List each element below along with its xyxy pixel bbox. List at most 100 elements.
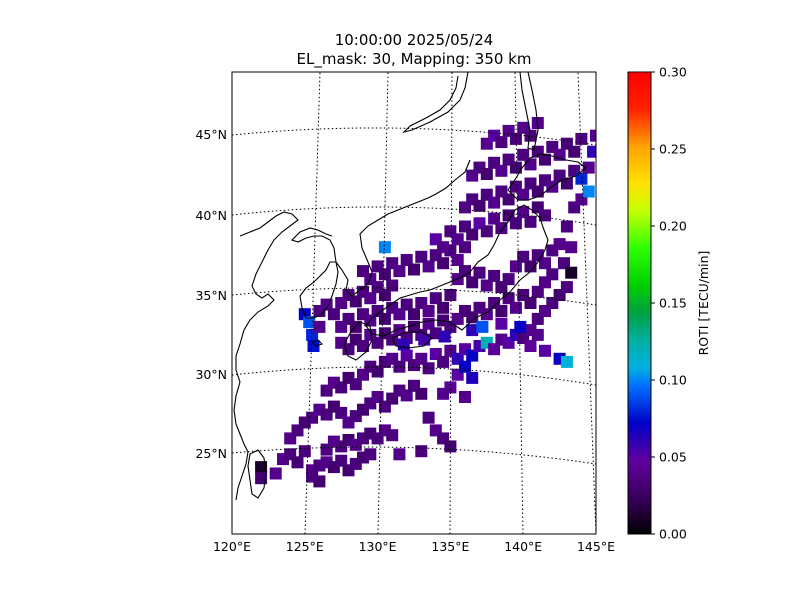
- roti-pixel: [466, 311, 479, 324]
- y-tick-label: 30°N: [195, 367, 227, 382]
- roti-pixel: [575, 132, 588, 145]
- roti-pixel: [568, 145, 581, 158]
- roti-pixel: [509, 301, 522, 314]
- roti-pixel: [539, 153, 551, 166]
- roti-pixel: [364, 292, 377, 305]
- roti-pixel: [575, 172, 588, 185]
- roti-pixel: [313, 320, 326, 333]
- y-tick-label: 45°N: [195, 127, 227, 142]
- colorbar-tick-label: 0.05: [659, 450, 687, 465]
- roti-pixel: [313, 475, 326, 488]
- roti-pixel: [397, 338, 410, 351]
- colorbar-label: ROTI [TECU/min]: [696, 251, 711, 356]
- roti-pixel: [480, 168, 493, 180]
- roti-pixel: [502, 273, 515, 286]
- roti-pixel: [422, 260, 435, 273]
- coastline-sakhalin: [519, 72, 539, 151]
- roti-pixel: [480, 225, 493, 238]
- roti-pixel: [371, 365, 384, 378]
- roti-pixel: [495, 305, 508, 317]
- roti-pixel: [466, 324, 479, 337]
- roti-pixel: [437, 301, 450, 314]
- roti-pixel: [558, 257, 570, 270]
- x-tick-label: 130°E: [359, 539, 397, 554]
- roti-pixel: [480, 279, 493, 292]
- roti-pixel: [560, 355, 573, 368]
- roti-pixel: [400, 254, 413, 266]
- roti-pixel: [502, 209, 515, 222]
- roti-pixel: [560, 177, 573, 190]
- coastline-taiwan: [247, 449, 267, 499]
- colorbar-tick-label: 0.30: [659, 65, 687, 80]
- roti-pixel: [502, 193, 515, 206]
- roti-pixel: [546, 268, 559, 281]
- roti-pixel: [502, 124, 515, 137]
- roti-pixel: [386, 279, 399, 292]
- roti-pixel: [488, 196, 501, 209]
- roti-pixel: [335, 381, 348, 394]
- roti-pixel: [524, 340, 537, 352]
- roti-pixel: [364, 273, 377, 286]
- roti-pixel: [553, 238, 566, 251]
- roti-pixel: [502, 153, 515, 166]
- roti-pixel: [517, 188, 530, 201]
- roti-pixel: [466, 228, 479, 241]
- roti-pixel: [422, 411, 435, 424]
- roti-pixel: [444, 440, 457, 453]
- roti-pixel: [393, 308, 406, 321]
- roti-pixel: [255, 472, 268, 485]
- roti-pixel: [393, 448, 406, 461]
- y-tick-label: 25°N: [195, 446, 227, 461]
- roti-pixel: [517, 250, 530, 263]
- roti-pixel: [473, 199, 486, 212]
- colorbar: [627, 71, 652, 535]
- coastline-russia-east: [290, 159, 471, 297]
- roti-pixel: [495, 164, 508, 177]
- y-tick-label: 40°N: [195, 208, 227, 223]
- roti-pixel: [298, 445, 311, 458]
- parallel-40: [232, 206, 596, 226]
- roti-pixel: [560, 281, 573, 294]
- coastline-china-east: [233, 211, 299, 501]
- coastline-korea: [299, 261, 339, 319]
- coastline-japan-shikoku: [391, 331, 433, 349]
- roti-pixel: [524, 129, 537, 142]
- roti-pixel: [524, 260, 537, 273]
- roti-pixel: [415, 250, 428, 263]
- parallel-30: [232, 366, 596, 386]
- roti-pixel: [327, 308, 340, 321]
- x-tick-label: 135°E: [431, 539, 469, 554]
- roti-pixel: [393, 265, 406, 278]
- x-tick-label: 145°E: [577, 539, 615, 554]
- roti-pixel: [582, 185, 595, 198]
- roti-pixel: [429, 292, 442, 305]
- roti-pixel: [524, 297, 537, 309]
- roti-pixel: [473, 266, 486, 279]
- roti-pixel: [408, 263, 420, 276]
- roti-pixel: [378, 289, 391, 301]
- colorbar-tick-label: 0.00: [659, 527, 687, 542]
- roti-pixel: [291, 456, 304, 469]
- roti-pixel: [437, 257, 450, 270]
- roti-pixel: [335, 454, 348, 467]
- roti-pixel: [400, 349, 413, 362]
- roti-pixel: [459, 265, 471, 278]
- roti-pixel: [524, 215, 537, 228]
- roti-pixel: [437, 241, 450, 254]
- roti-pixel: [378, 268, 391, 281]
- roti-pixel: [437, 355, 450, 368]
- roti-pixel: [386, 429, 399, 442]
- parallel-25: [232, 446, 596, 465]
- roti-pixel: [357, 340, 369, 352]
- roti-pixel: [408, 308, 420, 321]
- coastline-japan-honshu: [365, 204, 549, 337]
- roti-pixel: [307, 340, 320, 352]
- roti-pixel: [565, 266, 578, 279]
- roti-pixel: [444, 289, 457, 301]
- chart-title: 10:00:00 2025/05/24: [334, 31, 494, 49]
- roti-pixel: [495, 222, 508, 235]
- roti-pixel: [466, 371, 479, 384]
- roti-pixel: [378, 312, 391, 325]
- colorbar-tick-label: 0.25: [659, 142, 687, 157]
